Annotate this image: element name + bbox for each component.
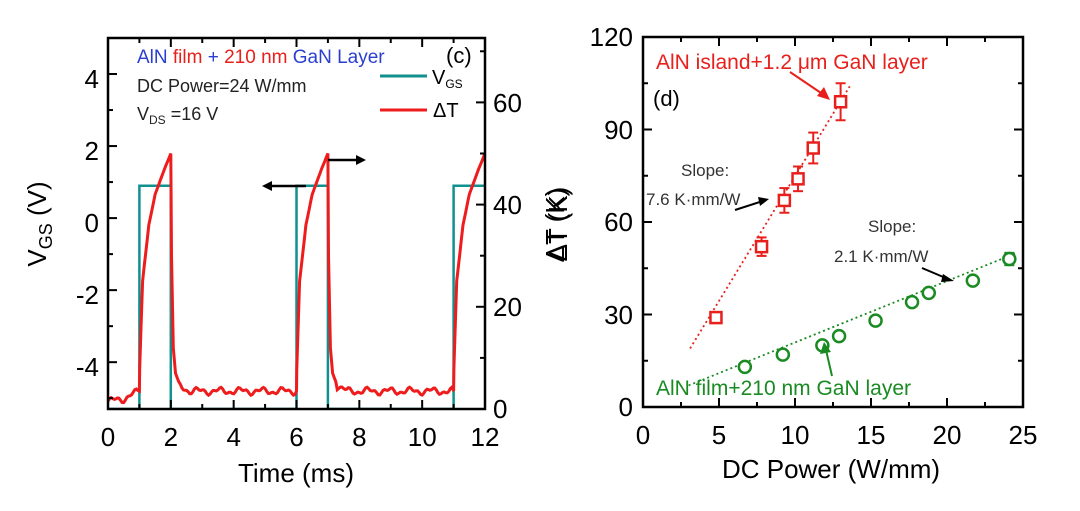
c-legend-label-dt: ΔT [433, 100, 459, 122]
d-slope-value-red: 7.6 K·mm/W [646, 190, 740, 209]
c-arrowhead-right [356, 155, 366, 165]
c-legend-title-part: 210 nm [224, 47, 287, 68]
d-xtick-label: 10 [781, 420, 810, 450]
c-xtick-label: 4 [226, 422, 240, 452]
c-legend-vgs-sub: GS [445, 77, 462, 91]
d-arrowhead-green-slope [941, 274, 954, 282]
panel-d: 0 5 10 15 20 25 0 30 60 90 120 DC Power … [543, 22, 1037, 484]
c-series-group [108, 152, 485, 409]
panel-d-ticks [642, 36, 1024, 408]
d-ytick-label: 0 [619, 392, 633, 422]
c-ytick-left-label: -4 [76, 352, 99, 382]
panel-c: 0 2 4 6 8 10 12 -4 -2 0 2 4 0 20 40 60 T… [22, 36, 570, 488]
panel-c-ticks [107, 37, 486, 410]
c-xtick-label: 12 [471, 422, 500, 452]
d-point-island [791, 172, 805, 186]
d-xtick-label: 5 [712, 420, 726, 450]
d-slope-value-green: 2.1 K·mm/W [834, 247, 928, 266]
d-arrow-green-series [825, 349, 833, 377]
c-legend-title-part: GaN Layer [287, 47, 385, 68]
c-ytick-right-label: 40 [493, 190, 522, 220]
d-point-film [965, 273, 981, 288]
d-xtick-label: 25 [1009, 420, 1038, 450]
c-legend-vgs-v: V [432, 67, 446, 89]
d-point-island [806, 141, 820, 155]
d-arrowhead-red-series [817, 87, 830, 100]
c-ytick-right-label: 60 [493, 88, 522, 118]
d-slope-label-red: Slope: [681, 161, 729, 180]
c-series-dt-line [108, 152, 485, 405]
d-slope-label-green: Slope: [868, 217, 916, 236]
d-point-film [737, 359, 753, 375]
c-legend-title-part: AlN [137, 47, 168, 68]
d-panel-label: (d) [653, 86, 680, 111]
c-legend-label-vgs: VGS [432, 67, 463, 91]
c-ylabel-sub: GS [36, 223, 56, 249]
d-fit-line-island [689, 85, 851, 349]
c-vds-v: V [137, 104, 149, 124]
d-series-label-island: AlN island+1.2 μm GaN layer [656, 51, 928, 74]
c-legend-title-part: film [168, 47, 203, 68]
d-ytick-label: 90 [604, 115, 633, 145]
c-xtick-label: 2 [164, 422, 178, 452]
d-point-film [831, 328, 847, 344]
c-xtick-label: 8 [352, 422, 366, 452]
d-point-film [775, 347, 791, 362]
c-ytick-right-label: 0 [493, 394, 507, 424]
d-point-film [921, 285, 937, 301]
d-xtick-label: 15 [857, 420, 886, 450]
c-ytick-left-label: 2 [85, 136, 99, 166]
panel-d-fits [688, 85, 1018, 387]
d-point-film [1002, 251, 1017, 267]
d-ytick-label: 60 [604, 207, 633, 237]
panel-d-points [709, 82, 1017, 375]
c-panel-label: (c) [446, 43, 472, 68]
c-dc-power-label: DC Power=24 W/mm [137, 76, 307, 96]
c-ylabel-unit: (V) [22, 181, 52, 223]
d-arrow-red-slope [734, 200, 764, 211]
c-ytick-right-label: 20 [493, 292, 522, 322]
c-ytick-left-label: 4 [85, 64, 99, 94]
c-arrowhead-left [262, 181, 272, 191]
d-point-island [777, 193, 792, 208]
c-xaxis-title: Time (ms) [238, 458, 354, 488]
c-vds-sub: DS [149, 113, 166, 127]
c-legend-title-part: + [202, 47, 224, 68]
c-xtick-label: 0 [101, 422, 115, 452]
d-arrowhead-red-slope [758, 197, 769, 206]
d-fit-line-film [688, 251, 1018, 387]
panel-c-traces [108, 152, 485, 409]
d-arrow-red-series [789, 71, 825, 96]
c-yaxis-left-title: VGS (V) [22, 181, 56, 266]
d-point-island [709, 310, 723, 325]
c-xtick-label: 10 [408, 422, 437, 452]
d-yaxis-title: ΔT (K) [543, 187, 573, 262]
c-vds-label: VDS =16 V [137, 104, 218, 127]
d-point-island [833, 95, 848, 109]
d-point-film [868, 313, 883, 328]
d-ytick-label: 120 [590, 22, 633, 52]
d-arrowhead-green-series [820, 342, 831, 354]
d-xtick-label: 0 [636, 420, 650, 450]
d-point-film [904, 294, 920, 310]
c-ylabel-v: V [22, 249, 52, 267]
c-ytick-left-label: 0 [85, 208, 99, 238]
d-ytick-label: 30 [604, 300, 633, 330]
d-point-island [754, 239, 769, 254]
c-legend-title: AlN film + 210 nm GaN Layer [137, 47, 385, 68]
d-xaxis-title: DC Power (W/mm) [722, 454, 940, 484]
c-ytick-left-label: -2 [76, 280, 99, 310]
d-xtick-label: 20 [933, 420, 962, 450]
c-yaxis-right-title: ΔT (K) [540, 188, 570, 263]
c-vds-value: =16 V [166, 104, 219, 124]
c-xtick-label: 6 [289, 422, 303, 452]
d-series-label-film: AlN film+210 nm GaN layer [656, 377, 911, 400]
